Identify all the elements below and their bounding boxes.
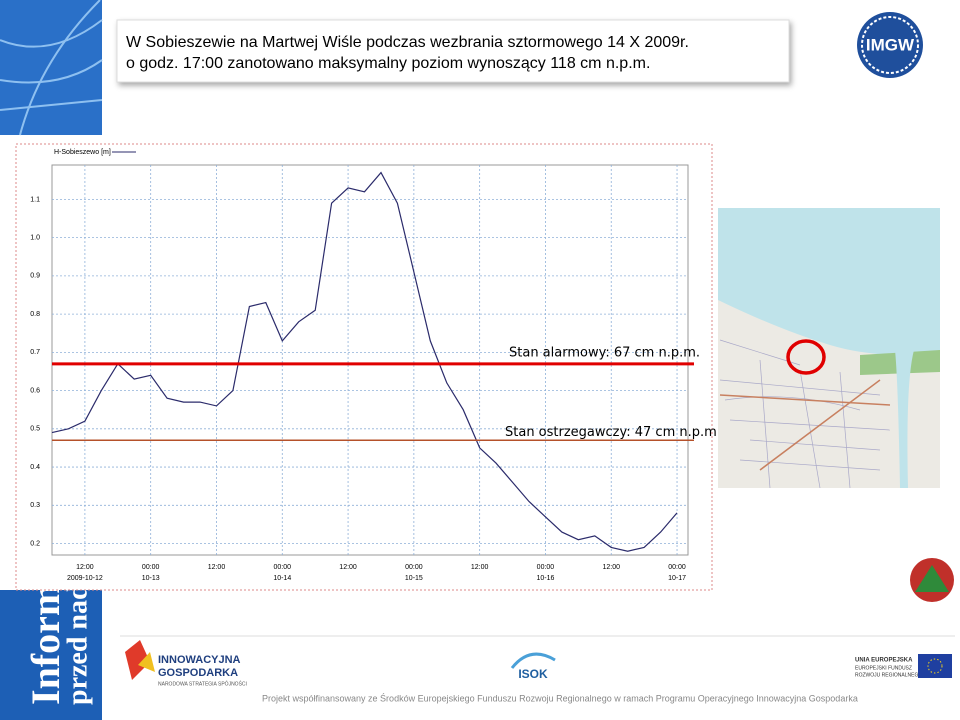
x-tick-label: 00:00 bbox=[668, 564, 686, 571]
threshold-label: Stan alarmowy: 67 cm n.p.m. bbox=[509, 345, 700, 360]
chart: 0.2 0.3 0.4 0.5 0.6 0.7 0.8 0.9 1.0 1.1 12:00 00:00… bbox=[30, 151, 721, 582]
x-tick-label: 12:00 bbox=[471, 564, 489, 571]
footer-logo-text: NARODOWA STRATEGIA SPÓJNOŚCI bbox=[158, 679, 247, 687]
isok-wave bbox=[510, 652, 556, 669]
map-river bbox=[895, 330, 918, 488]
y-tick-label: 0.6 bbox=[30, 387, 40, 394]
plot-area bbox=[51, 164, 689, 556]
x-date-label: 10-16 bbox=[536, 575, 554, 582]
eu-stars bbox=[927, 658, 943, 674]
logo-star bbox=[138, 652, 155, 672]
x-date-label: 10-17 bbox=[668, 575, 686, 582]
x-date-label: 10-15 bbox=[405, 575, 423, 582]
y-tick-label: 0.2 bbox=[30, 540, 40, 547]
header-title: W Sobieszewie na Martwej Wiśle podczas w… bbox=[126, 34, 689, 51]
footer-logo-text: ROZWOJU REGIONALNEGO bbox=[855, 672, 922, 678]
x-tick-label: 00:00 bbox=[142, 564, 160, 571]
logo-ring bbox=[861, 16, 919, 74]
x-tick-label: 12:00 bbox=[339, 564, 357, 571]
footer-logo-text: GOSPODARKA bbox=[158, 667, 238, 679]
footer-note: Projekt współfinansowany ze Środków Euro… bbox=[262, 692, 858, 703]
y-tick-label: 0.7 bbox=[30, 349, 40, 356]
side-text: przed nad bbox=[62, 584, 93, 705]
eu-flag bbox=[918, 654, 952, 678]
x-date-label: 10-13 bbox=[142, 575, 160, 582]
y-tick-label: 0.9 bbox=[30, 273, 40, 280]
y-tick-label: 0.4 bbox=[30, 464, 40, 471]
x-date-label: 2009-10-12 bbox=[67, 575, 103, 582]
logo-text: IMGW bbox=[866, 35, 915, 54]
decor-top bbox=[0, 0, 102, 135]
header-box bbox=[116, 19, 790, 83]
footer-logo-text: INNOWACYJNA bbox=[158, 654, 241, 666]
x-tick-label: 00:00 bbox=[274, 564, 292, 571]
x-tick-label: 12:00 bbox=[602, 564, 620, 571]
footer-logo-text: EUROPEJSKI FUNDUSZ bbox=[855, 665, 912, 671]
decor-bottom bbox=[0, 590, 102, 720]
x-tick-label: 12:00 bbox=[208, 564, 226, 571]
legend-label: H-Sobieszewo [m] bbox=[54, 149, 111, 156]
side-text: Inform bbox=[23, 583, 68, 705]
threshold-label: Stan ostrzegawczy: 47 cm n.p.m. bbox=[505, 425, 721, 440]
header-title: o godz. 17:00 zanotowano maksymalny pozi… bbox=[126, 55, 650, 72]
x-tick-label: 12:00 bbox=[76, 564, 94, 571]
map-roads bbox=[719, 339, 891, 489]
location-marker bbox=[786, 339, 826, 375]
chart-frame bbox=[15, 143, 713, 591]
map bbox=[718, 208, 940, 489]
map-main-roads bbox=[719, 379, 891, 471]
y-tick-label: 0.3 bbox=[30, 502, 40, 509]
data-line bbox=[51, 171, 678, 552]
emblem-tree bbox=[915, 565, 949, 592]
x-tick-label: 00:00 bbox=[537, 564, 555, 571]
logo-circle bbox=[857, 12, 923, 78]
decor-lines bbox=[0, 0, 103, 136]
y-tick-label: 0.5 bbox=[30, 426, 40, 433]
map-sea bbox=[718, 208, 940, 355]
y-tick-label: 1.0 bbox=[30, 234, 40, 241]
x-date-label: 10-14 bbox=[273, 575, 291, 582]
x-tick-label: 00:00 bbox=[405, 564, 423, 571]
y-tick-label: 0.8 bbox=[30, 311, 40, 318]
footer-logo-text: UNIA EUROPEJSKA bbox=[855, 658, 913, 664]
y-tick-label: 1.1 bbox=[30, 196, 40, 203]
logo-star bbox=[125, 640, 150, 680]
footer-logo-text: ISOK bbox=[518, 667, 548, 681]
